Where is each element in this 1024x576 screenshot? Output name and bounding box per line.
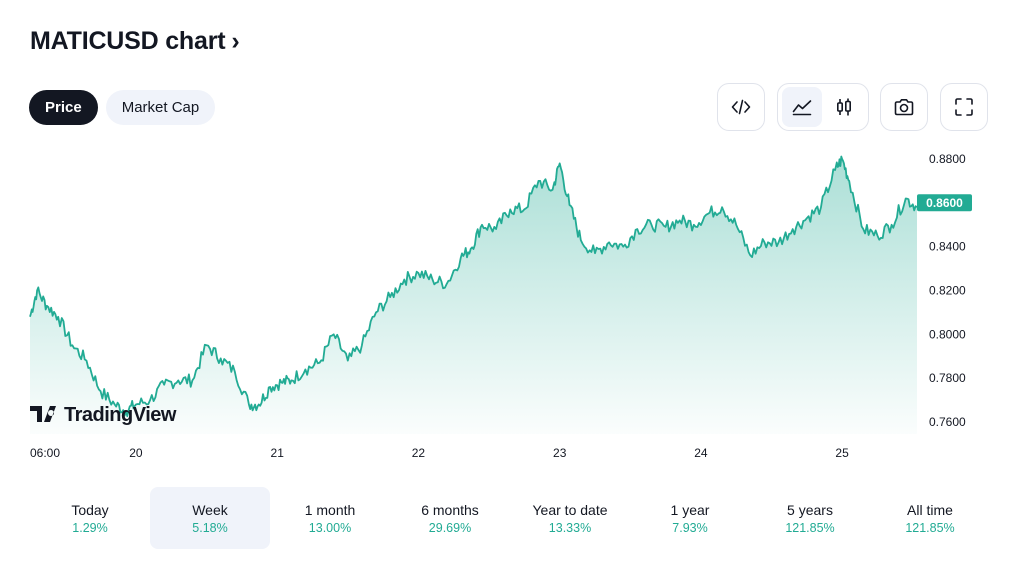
chevron-right-icon: › — [231, 27, 240, 55]
period-change: 29.69% — [428, 520, 472, 535]
period-label: 5 years — [787, 501, 833, 518]
chart-title-text: MATICUSD chart — [30, 27, 226, 55]
tab-market-cap[interactable]: Market Cap — [105, 90, 216, 125]
x-tick-label: 24 — [694, 446, 708, 460]
period-change: 5.18% — [192, 520, 228, 535]
period-change: 121.85% — [785, 520, 835, 535]
tradingview-wordmark: TradingView — [64, 404, 177, 426]
x-tick-label: 25 — [835, 446, 849, 460]
period-change: 1.29% — [72, 520, 108, 535]
period-today[interactable]: Today 1.29% — [30, 487, 150, 549]
y-axis-ticks: 0.7600 0.7800 0.8000 0.8200 0.8400 0.8600 0.88… — [929, 152, 966, 429]
page-title[interactable]: MATICUSD chart › — [30, 27, 240, 56]
period-year-to-date[interactable]: Year to date 13.33% — [510, 487, 630, 549]
period-label: Year to date — [532, 501, 608, 518]
period-label: Week — [192, 501, 228, 518]
period-label: 1 month — [304, 501, 356, 518]
x-tick-label: 20 — [129, 446, 143, 460]
fullscreen-icon — [955, 98, 973, 116]
y-tick-label: 0.7600 — [929, 415, 966, 429]
x-tick-label: 06:00 — [30, 446, 60, 460]
period-label: Today — [71, 501, 109, 518]
camera-icon — [894, 99, 914, 116]
candlestick-icon — [837, 98, 852, 116]
area-chart-icon — [792, 100, 812, 116]
chart-style-toggle — [777, 83, 869, 131]
price-chart[interactable]: 0.7600 0.7800 0.8000 0.8200 0.8400 0.8600 0.88… — [0, 140, 1024, 470]
period-1-month[interactable]: 1 month 13.00% — [270, 487, 390, 549]
y-tick-label: 0.8400 — [929, 240, 966, 254]
period-6-months[interactable]: 6 months 29.69% — [390, 487, 510, 549]
period-1-year[interactable]: 1 year 7.93% — [630, 487, 750, 549]
x-tick-label: 21 — [271, 446, 285, 460]
period-change: 7.93% — [672, 520, 708, 535]
y-tick-label: 0.8200 — [929, 284, 966, 298]
tab-price[interactable]: Price — [29, 90, 98, 125]
period-all-time[interactable]: All time 121.85% — [870, 487, 990, 549]
period-label: All time — [907, 501, 953, 518]
period-label: 6 months — [421, 501, 479, 518]
period-change: 13.33% — [548, 520, 592, 535]
period-week[interactable]: Week 5.18% — [150, 487, 270, 549]
price-area-fill — [30, 156, 917, 434]
y-tick-label: 0.8000 — [929, 327, 966, 341]
y-tick-label: 0.7800 — [929, 371, 966, 385]
fullscreen-button[interactable] — [940, 83, 988, 131]
snapshot-button[interactable] — [880, 83, 928, 131]
embed-button[interactable] — [717, 83, 765, 131]
y-tick-label: 0.8800 — [929, 152, 966, 166]
candle-style-button[interactable] — [824, 87, 864, 127]
line-style-button[interactable] — [782, 87, 822, 127]
period-change: 121.85% — [905, 520, 955, 535]
period-selector: Today 1.29% Week 5.18% 1 month 13.00% 6 mon… — [30, 487, 990, 549]
current-price-label: 0.8600 — [926, 196, 963, 210]
tradingview-logo[interactable]: TradingView — [30, 404, 177, 426]
x-tick-label: 23 — [553, 446, 567, 460]
price-line — [29, 155, 918, 418]
code-icon — [731, 99, 751, 115]
x-tick-label: 22 — [412, 446, 426, 460]
current-price-tag: 0.8600 — [917, 194, 972, 212]
period-change: 13.00% — [308, 520, 352, 535]
tradingview-logo-icon — [30, 406, 56, 422]
period-5-years[interactable]: 5 years 121.85% — [750, 487, 870, 549]
x-axis-ticks: 06:00 20 21 22 23 24 25 — [30, 446, 849, 460]
period-label: 1 year — [670, 501, 710, 518]
chart-type-tabs: Price Market Cap — [29, 90, 216, 125]
